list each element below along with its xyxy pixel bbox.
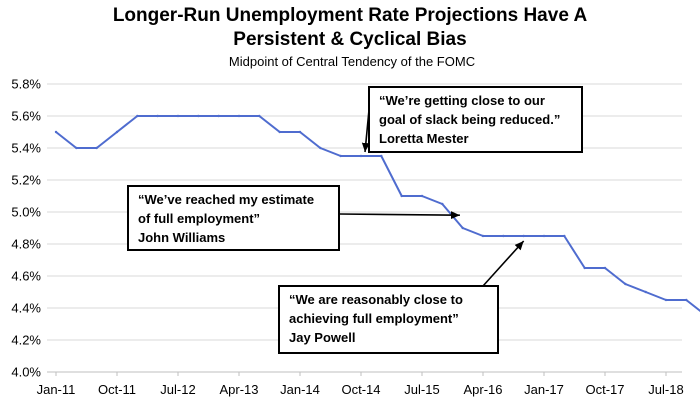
annotation-text: John Williams bbox=[138, 230, 225, 245]
annotation-text: goal of slack being reduced.” bbox=[379, 112, 560, 127]
data-point bbox=[420, 194, 424, 198]
y-tick-label: 4.0% bbox=[11, 365, 41, 380]
annotation-arrow bbox=[482, 240, 525, 287]
y-tick-label: 4.6% bbox=[11, 269, 41, 284]
annotation-box bbox=[368, 86, 583, 153]
data-point bbox=[258, 114, 261, 118]
x-tick-label: Jan-14 bbox=[280, 382, 320, 397]
annotation-powell: “We are reasonably close to achieving ful… bbox=[278, 240, 525, 354]
data-point bbox=[685, 298, 688, 302]
y-tick-label: 5.6% bbox=[11, 109, 41, 124]
x-tick-label: Apr-13 bbox=[219, 382, 258, 397]
y-tick-label: 5.0% bbox=[11, 205, 41, 220]
y-tick-label: 4.2% bbox=[11, 333, 41, 348]
data-point bbox=[441, 202, 444, 206]
data-point bbox=[502, 234, 505, 238]
annotation-text: “We’re getting close to our bbox=[379, 93, 545, 108]
annotation-text: Jay Powell bbox=[289, 330, 355, 345]
data-point bbox=[380, 154, 383, 158]
data-point bbox=[54, 130, 58, 134]
data-point bbox=[75, 146, 78, 150]
data-point bbox=[563, 234, 566, 238]
data-point bbox=[298, 130, 302, 134]
data-point bbox=[624, 282, 627, 286]
chart-subtitle: Midpoint of Central Tendency of the FOMC bbox=[229, 54, 475, 69]
data-point bbox=[359, 154, 363, 158]
data-point bbox=[522, 234, 525, 238]
x-tick-label: Jan-11 bbox=[37, 382, 76, 397]
annotation-text: “We are reasonably close to bbox=[289, 292, 463, 307]
annotation-mester: “We’re getting close to our goal of slack… bbox=[361, 86, 583, 153]
data-point bbox=[217, 114, 220, 118]
annotation-williams: “We’ve reached my estimate of full employ… bbox=[127, 185, 460, 251]
y-tick-label: 5.8% bbox=[11, 77, 41, 92]
data-point bbox=[400, 194, 403, 198]
data-point bbox=[603, 266, 607, 270]
data-point bbox=[237, 114, 241, 118]
series-line bbox=[55, 115, 700, 313]
data-point bbox=[136, 114, 139, 118]
data-point bbox=[197, 114, 200, 118]
x-tick-label: Oct-11 bbox=[98, 382, 136, 397]
chart-title-line-1: Longer-Run Unemployment Rate Projections… bbox=[113, 5, 588, 26]
annotation-text: Loretta Mester bbox=[379, 131, 469, 146]
y-tick-label: 5.2% bbox=[11, 173, 41, 188]
annotation-arrow bbox=[338, 211, 460, 220]
data-point bbox=[319, 146, 322, 150]
annotation-text: of full employment” bbox=[138, 211, 260, 226]
data-point bbox=[278, 130, 281, 134]
y-tick-label: 4.8% bbox=[11, 237, 41, 252]
x-tick-label: Jul-18 bbox=[648, 382, 683, 397]
y-tick-label: 5.4% bbox=[11, 141, 41, 156]
data-point bbox=[95, 146, 98, 150]
x-tick-label: Oct-17 bbox=[585, 382, 624, 397]
data-point bbox=[542, 234, 546, 238]
data-point bbox=[115, 130, 119, 134]
data-point bbox=[176, 114, 180, 118]
x-tick-label: Jul-12 bbox=[160, 382, 195, 397]
data-point bbox=[156, 114, 159, 118]
annotation-box bbox=[278, 285, 499, 354]
data-point bbox=[339, 154, 342, 158]
data-point bbox=[461, 226, 464, 230]
annotations: “We’re getting close to our goal of slack… bbox=[127, 86, 583, 354]
x-tick-label: Jan-17 bbox=[524, 382, 564, 397]
annotation-box bbox=[127, 185, 340, 251]
x-tick-label: Jul-15 bbox=[404, 382, 439, 397]
x-tick-label: Apr-16 bbox=[463, 382, 502, 397]
data-point bbox=[481, 234, 485, 238]
annotation-text: “We’ve reached my estimate bbox=[138, 192, 314, 207]
x-tick-label: Oct-14 bbox=[341, 382, 380, 397]
data-point bbox=[583, 266, 586, 270]
data-point bbox=[644, 290, 647, 294]
chart-title-line-2: Persistent & Cyclical Bias bbox=[233, 29, 466, 50]
annotation-text: achieving full employment” bbox=[289, 311, 459, 326]
axes: 4.0% 4.2% 4.4% 4.6% 4.8% 5.0% 5.2% 5.4% 5.6% 5.8%… bbox=[11, 77, 683, 398]
series-layer bbox=[54, 114, 700, 313]
data-point bbox=[664, 298, 668, 302]
y-tick-label: 4.4% bbox=[11, 301, 41, 316]
annotation-arrow bbox=[361, 109, 370, 153]
